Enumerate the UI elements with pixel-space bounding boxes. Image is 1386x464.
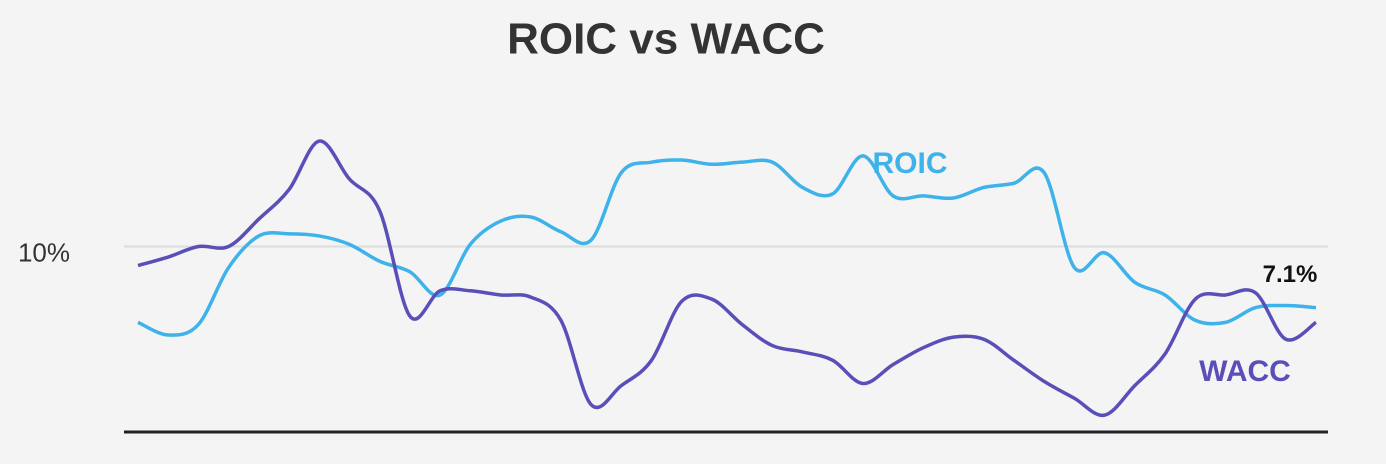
series-label: ROIC: [873, 147, 948, 180]
data-label: 7.1%: [1263, 261, 1318, 288]
line-series: [137, 139, 1318, 417]
series-label: WACC: [1199, 355, 1291, 388]
chart-title: ROIC vs WACC: [507, 15, 825, 64]
line-series: [137, 154, 1317, 337]
y-tick-label: 10%: [18, 237, 70, 267]
